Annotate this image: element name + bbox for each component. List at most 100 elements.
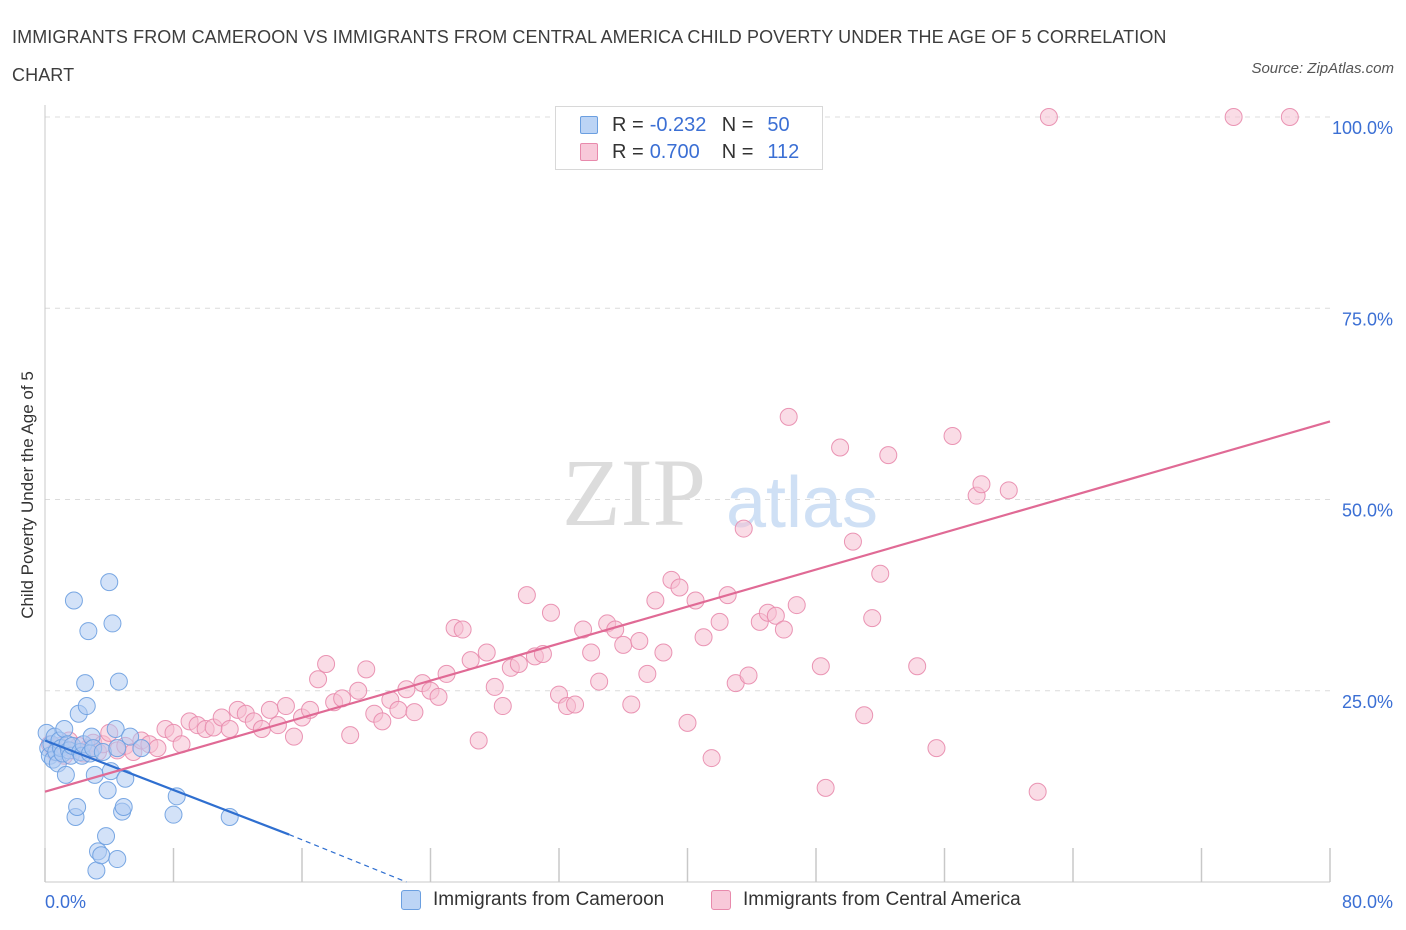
data-point-central-america	[357, 660, 376, 679]
y-axis-label: Child Poverty Under the Age of 5	[18, 371, 37, 619]
data-point-central-america	[276, 697, 295, 716]
x-tick-labels: 0.0% 80.0%	[45, 892, 1393, 912]
trend-line-cameroon-extension	[288, 834, 407, 883]
data-point-central-america	[349, 681, 368, 700]
data-point-cameroon	[92, 846, 111, 865]
cameroon-legend-swatch	[401, 890, 421, 910]
n-value: 112	[767, 140, 800, 163]
legend-row-cameroon: R = -0.232 N = 50	[580, 112, 790, 138]
data-point-central-america	[694, 628, 713, 647]
legend-item-central-america: Immigrants from Central America	[711, 889, 1021, 911]
data-point-central-america	[774, 620, 793, 639]
grid-lines	[45, 116, 1330, 692]
data-point-central-america	[670, 578, 689, 597]
data-point-cameroon	[97, 827, 116, 846]
data-point-central-america	[855, 706, 874, 725]
correlation-legend: R = -0.232 N = 50 R = 0.700 N = 112	[555, 106, 823, 170]
data-point-central-america	[341, 726, 360, 745]
r-label: R =	[612, 140, 644, 163]
n-value: 50	[767, 113, 790, 136]
data-point-central-america	[317, 654, 336, 673]
data-point-central-america	[582, 643, 601, 662]
data-point-cameroon	[108, 739, 127, 758]
central-america-legend-swatch	[711, 890, 731, 910]
data-point-central-america	[779, 407, 798, 426]
data-point-central-america	[972, 475, 991, 494]
data-point-central-america	[148, 739, 167, 758]
data-point-central-america	[816, 778, 835, 797]
data-point-central-america	[710, 612, 729, 631]
data-point-cameroon	[76, 674, 95, 693]
data-point-central-america	[477, 643, 496, 662]
data-point-central-america	[1039, 108, 1058, 126]
data-point-central-america	[734, 519, 753, 538]
data-point-central-america	[646, 591, 665, 610]
data-point-central-america	[517, 586, 536, 605]
cameroon-swatch	[580, 116, 598, 134]
data-point-central-america	[541, 603, 560, 622]
data-point-central-america	[787, 596, 806, 615]
chart-title: IMMIGRANTS FROM CAMEROON VS IMMIGRANTS F…	[12, 27, 1167, 85]
source-label: Source: ZipAtlas.com	[1251, 60, 1394, 77]
legend-item-cameroon: Immigrants from Cameroon	[401, 889, 664, 911]
x-tick-label-max: 80.0%	[1342, 892, 1393, 912]
y-tick-label: 50.0%	[1342, 501, 1393, 521]
data-point-central-america	[622, 695, 641, 714]
data-point-central-america	[1224, 108, 1243, 126]
data-point-central-america	[614, 635, 633, 654]
n-label: N =	[721, 113, 754, 136]
data-point-central-america	[1280, 108, 1299, 126]
data-point-cameroon	[100, 573, 119, 592]
central-america-swatch	[580, 143, 598, 161]
n-label: N =	[721, 140, 754, 163]
watermark: ZIP atlas	[562, 439, 878, 546]
trend-line-cameroon	[44, 739, 290, 836]
series-legend: Immigrants from Cameroon Immigrants from…	[0, 889, 1406, 915]
data-point-central-america	[927, 739, 946, 758]
trend-line-central-america	[44, 420, 1331, 793]
data-point-central-america	[453, 620, 472, 639]
y-tick-label: 75.0%	[1342, 309, 1393, 329]
data-point-central-america	[871, 564, 890, 583]
data-point-central-america	[1028, 782, 1047, 801]
legend-label-central-america: Immigrants from Central America	[743, 889, 1021, 910]
data-point-cameroon	[56, 765, 75, 784]
data-point-cameroon	[103, 614, 122, 633]
data-point-central-america	[405, 703, 424, 722]
data-point-central-america	[843, 532, 862, 551]
data-point-central-america	[461, 651, 480, 670]
data-point-cameroon	[55, 720, 74, 738]
data-point-central-america	[220, 720, 239, 738]
data-point-central-america	[590, 672, 609, 691]
data-point-central-america	[638, 664, 657, 683]
y-tick-label: 25.0%	[1342, 692, 1393, 712]
data-point-cameroon	[109, 672, 128, 691]
data-point-cameroon	[77, 697, 96, 716]
data-point-cameroon	[64, 591, 83, 610]
axes	[44, 105, 1331, 883]
data-point-central-america	[766, 606, 785, 625]
data-point-central-america	[309, 670, 328, 689]
data-point-central-america	[702, 749, 721, 768]
data-point-central-america	[678, 713, 697, 732]
data-point-central-america	[811, 657, 830, 676]
data-point-cameroon	[132, 739, 151, 758]
data-point-central-america	[908, 657, 927, 676]
data-point-central-america	[493, 697, 512, 716]
data-point-central-america	[654, 643, 673, 662]
data-point-cameroon	[68, 798, 87, 817]
trend-lines	[44, 420, 1331, 883]
data-point-central-america	[831, 438, 850, 457]
data-point-central-america	[373, 712, 392, 731]
data-point-central-america	[879, 446, 898, 465]
data-point-central-america	[469, 731, 488, 750]
data-point-central-america	[739, 666, 758, 685]
r-value: 0.700	[649, 140, 700, 163]
data-point-cameroon	[121, 727, 140, 746]
data-point-cameroon	[79, 622, 98, 641]
series-cameroon-points	[37, 573, 239, 880]
data-point-central-america	[574, 620, 593, 639]
x-tick-label-min: 0.0%	[45, 892, 86, 912]
y-tick-labels: 25.0% 50.0% 75.0% 100.0%	[1332, 118, 1393, 712]
